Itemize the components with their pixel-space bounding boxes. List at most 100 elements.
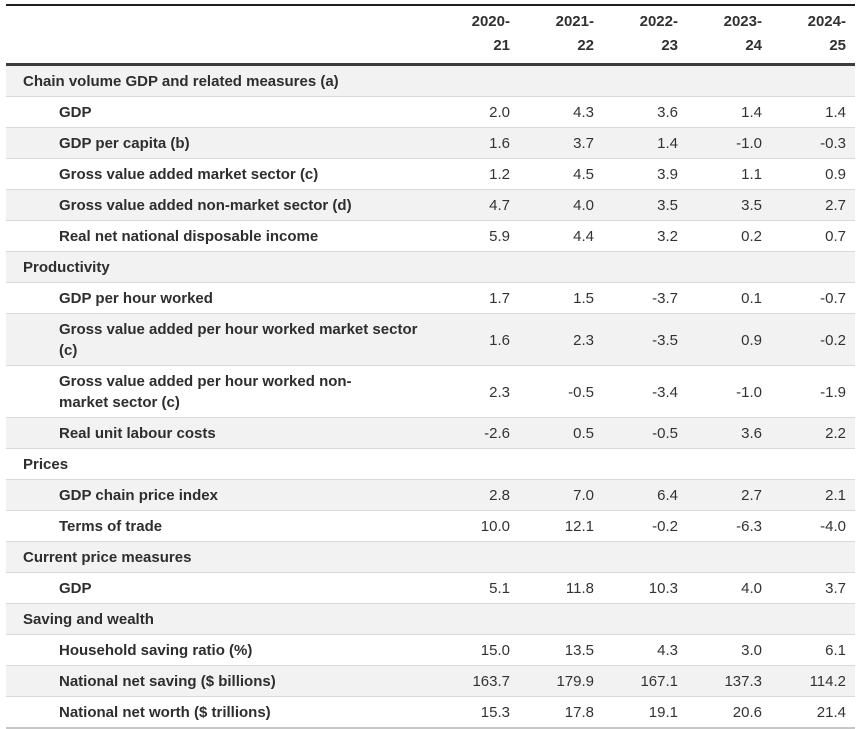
row-label: Terms of trade — [6, 510, 435, 542]
cell-value: 167.1 — [603, 665, 687, 697]
cell-value: -0.5 — [603, 417, 687, 449]
row-label: GDP — [6, 96, 435, 128]
cell-value: 7.0 — [519, 479, 603, 511]
table-row: GDP per capita (b) 1.6 3.7 1.4 -1.0 -0.3 — [6, 127, 855, 159]
cell-value: 4.0 — [687, 572, 771, 604]
section-title: Productivity — [6, 251, 855, 283]
cell-value: 11.8 — [519, 572, 603, 604]
cell-value: 3.2 — [603, 220, 687, 252]
cell-value: 3.5 — [687, 189, 771, 221]
table-body: Chain volume GDP and related measures (a… — [6, 64, 855, 728]
cell-value: 2.0 — [435, 96, 519, 128]
cell-value: 1.4 — [687, 96, 771, 128]
cell-value: -3.4 — [603, 365, 687, 418]
cell-value: 4.0 — [519, 189, 603, 221]
section-title: Saving and wealth — [6, 603, 855, 635]
table-row: Real unit labour costs -2.6 0.5 -0.5 3.6 2.2 — [6, 417, 855, 449]
cell-value: -0.2 — [603, 510, 687, 542]
row-label: National net saving ($ billions) — [6, 665, 435, 697]
column-header: 2023- 24 — [687, 6, 771, 66]
cell-value: 0.2 — [687, 220, 771, 252]
table-row: Gross value added per hour worked non- m… — [6, 365, 855, 418]
row-label: Household saving ratio (%) — [6, 634, 435, 666]
cell-value: 3.5 — [603, 189, 687, 221]
cell-value: 13.5 — [519, 634, 603, 666]
cell-value: -0.2 — [771, 313, 855, 366]
cell-value: 2.3 — [435, 365, 519, 418]
cell-value: 3.7 — [519, 127, 603, 159]
cell-value: 4.7 — [435, 189, 519, 221]
cell-value: 114.2 — [771, 665, 855, 697]
table-row: Gross value added per hour worked market… — [6, 313, 855, 366]
column-header: 2020- 21 — [435, 6, 519, 66]
cell-value: 163.7 — [435, 665, 519, 697]
cell-value: 0.1 — [687, 282, 771, 314]
row-label: Real net national disposable income — [6, 220, 435, 252]
cell-value: 1.7 — [435, 282, 519, 314]
table-row: Real net national disposable income 5.9 4.… — [6, 220, 855, 252]
cell-value: 3.6 — [687, 417, 771, 449]
cell-value: 2.1 — [771, 479, 855, 511]
table-row: Household saving ratio (%) 15.0 13.5 4.3 3.0… — [6, 634, 855, 666]
cell-value: 17.8 — [519, 696, 603, 728]
section-title: Chain volume GDP and related measures (a… — [23, 73, 339, 90]
cell-value: 2.8 — [435, 479, 519, 511]
cell-value: 3.6 — [603, 96, 687, 128]
cell-value: 20.6 — [687, 696, 771, 728]
section-row: Current price measures — [6, 541, 855, 573]
cell-value: -0.5 — [519, 365, 603, 418]
row-label: Real unit labour costs — [6, 417, 435, 449]
table-row: National net worth ($ trillions) 15.3 17.8… — [6, 696, 855, 728]
table-row: Gross value added market sector (c) 1.2 4.… — [6, 158, 855, 190]
row-label: GDP per hour worked — [6, 282, 435, 314]
section-title: Prices — [6, 448, 855, 480]
column-header: 2021- 22 — [519, 6, 603, 66]
cell-value: 2.7 — [771, 189, 855, 221]
cell-value: 5.1 — [435, 572, 519, 604]
cell-value: 15.0 — [435, 634, 519, 666]
cell-value: 137.3 — [687, 665, 771, 697]
cell-value: 15.3 — [435, 696, 519, 728]
cell-value: 1.1 — [687, 158, 771, 190]
cell-value: 19.1 — [603, 696, 687, 728]
section-title: Current price measures — [6, 541, 855, 573]
cell-value: 6.4 — [603, 479, 687, 511]
cell-value: 0.7 — [771, 220, 855, 252]
cell-value: 0.5 — [519, 417, 603, 449]
row-label: GDP per capita (b) — [6, 127, 435, 159]
table-header: 2020- 21 2021- 22 2022- 23 2023- 24 2024- 25 — [6, 6, 855, 66]
cell-value: 5.9 — [435, 220, 519, 252]
section-row: Saving and wealth — [6, 603, 855, 635]
cell-value: 2.7 — [687, 479, 771, 511]
cell-value: -0.7 — [771, 282, 855, 314]
table-row: Terms of trade 10.0 12.1 -0.2 -6.3 -4.0 — [6, 510, 855, 542]
cell-value: -1.0 — [687, 127, 771, 159]
cell-value: 2.2 — [771, 417, 855, 449]
cell-value: 6.1 — [771, 634, 855, 666]
cell-value: 10.3 — [603, 572, 687, 604]
row-label: Gross value added non-market sector (d) — [6, 189, 435, 221]
cell-value: -1.9 — [771, 365, 855, 418]
cell-value: 10.0 — [435, 510, 519, 542]
cell-value: 0.9 — [771, 158, 855, 190]
cell-value: 4.3 — [603, 634, 687, 666]
table-row: GDP 2.0 4.3 3.6 1.4 1.4 — [6, 96, 855, 128]
cell-value: 3.0 — [687, 634, 771, 666]
table-row: GDP chain price index 2.8 7.0 6.4 2.7 2.1 — [6, 479, 855, 511]
table-row: GDP 5.1 11.8 10.3 4.0 3.7 — [6, 572, 855, 604]
cell-value: 2.3 — [519, 313, 603, 366]
cell-value: -6.3 — [687, 510, 771, 542]
cell-value: 1.4 — [603, 127, 687, 159]
indicators-table-container: 2020- 21 2021- 22 2022- 23 2023- 24 2024- 25… — [6, 4, 855, 729]
cell-value: 21.4 — [771, 696, 855, 728]
cell-value: 4.5 — [519, 158, 603, 190]
cell-value: 12.1 — [519, 510, 603, 542]
cell-value: -1.0 — [687, 365, 771, 418]
cell-value: 0.9 — [687, 313, 771, 366]
column-header: 2024- 25 — [771, 6, 855, 66]
cell-value: 179.9 — [519, 665, 603, 697]
cell-value: 1.5 — [519, 282, 603, 314]
table-row: National net saving ($ billions) 163.7 179… — [6, 665, 855, 697]
cell-value: 4.4 — [519, 220, 603, 252]
column-header-empty — [6, 6, 435, 66]
